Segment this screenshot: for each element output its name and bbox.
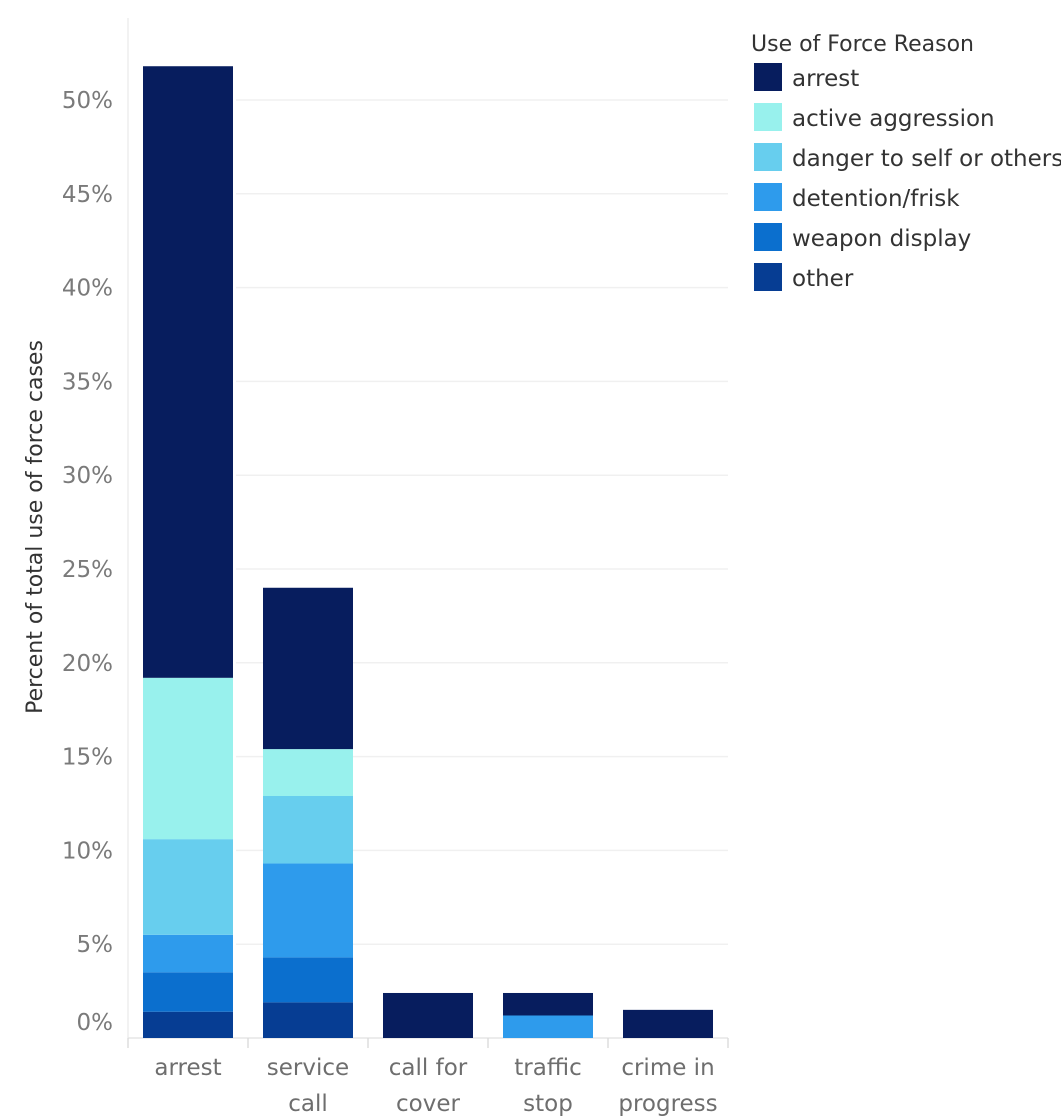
bar-segment-weapon-display: [263, 957, 353, 1003]
y-tick-label: 0%: [77, 1010, 114, 1036]
x-tick-label: progress: [618, 1091, 717, 1117]
y-tick-label: 40%: [62, 276, 113, 302]
y-tick-label: 50%: [62, 88, 113, 114]
x-tick-label: call: [288, 1091, 328, 1117]
bar-segment-arrest: [263, 587, 353, 750]
x-tick-label: arrest: [154, 1055, 221, 1081]
bar-segment-other: [143, 1011, 233, 1038]
x-tick-label: stop: [523, 1091, 573, 1117]
y-tick-label: 35%: [62, 369, 113, 395]
legend-title: Use of Force Reason: [751, 32, 974, 57]
bar-segment-arrest: [143, 66, 233, 678]
legend-item: arrest: [754, 63, 859, 92]
legend: Use of Force Reason arrest active aggress…: [751, 32, 1061, 292]
legend-label: active aggression: [792, 106, 995, 132]
y-tick-label: 30%: [62, 463, 113, 489]
y-tick-label: 20%: [62, 651, 113, 677]
legend-label: arrest: [792, 66, 859, 92]
legend-item: danger to self or others: [754, 143, 1061, 172]
legend-swatch: [754, 63, 782, 91]
bar-segment-danger-to-self-or-others: [143, 839, 233, 935]
x-tick-label: traffic: [514, 1055, 581, 1081]
bar-segment-danger-to-self-or-others: [263, 795, 353, 864]
y-tick-label: 10%: [62, 838, 113, 864]
y-tick-label: 25%: [62, 557, 113, 583]
bar-segment-other: [263, 1002, 353, 1038]
bar-segment-arrest: [503, 992, 593, 1016]
y-tick-label: 5%: [77, 932, 114, 958]
legend-item: weapon display: [754, 223, 971, 252]
legend-swatch: [754, 223, 782, 251]
bar-segment-arrest: [383, 992, 473, 1038]
x-tick-labels: arrest service call call for cover traffic sto…: [154, 1055, 717, 1117]
legend-swatch: [754, 263, 782, 291]
bar-segment-detention-frisk: [263, 863, 353, 958]
x-tick-label: service: [267, 1055, 349, 1081]
legend-item: detention/frisk: [754, 183, 960, 212]
legend-item: active aggression: [754, 103, 995, 132]
legend-label: other: [792, 266, 854, 292]
x-tick-label: cover: [396, 1091, 460, 1117]
y-tick-label: 15%: [62, 745, 113, 771]
legend-swatch: [754, 103, 782, 131]
legend-label: detention/frisk: [792, 186, 960, 212]
legend-swatch: [754, 143, 782, 171]
legend-item: other: [754, 263, 854, 292]
y-tick-labels: 0% 5% 10% 15% 20% 25% 30% 35% 40% 45% 50%: [62, 88, 113, 1036]
bars: [143, 66, 713, 1038]
x-tick-label: call for: [389, 1055, 468, 1081]
legend-label: weapon display: [792, 226, 971, 252]
bar-segment-detention-frisk: [503, 1015, 593, 1038]
bar-segment-detention-frisk: [143, 934, 233, 973]
legend-label: danger to self or others: [792, 146, 1061, 172]
y-axis-title: Percent of total use of force cases: [23, 340, 48, 714]
legend-swatch: [754, 183, 782, 211]
bar-segment-weapon-display: [143, 972, 233, 1012]
bar-segment-arrest: [623, 1009, 713, 1038]
bar-segment-active-aggression: [263, 749, 353, 796]
y-tick-label: 45%: [62, 182, 113, 208]
x-tick-label: crime in: [621, 1055, 714, 1081]
bar-segment-active-aggression: [143, 677, 233, 840]
